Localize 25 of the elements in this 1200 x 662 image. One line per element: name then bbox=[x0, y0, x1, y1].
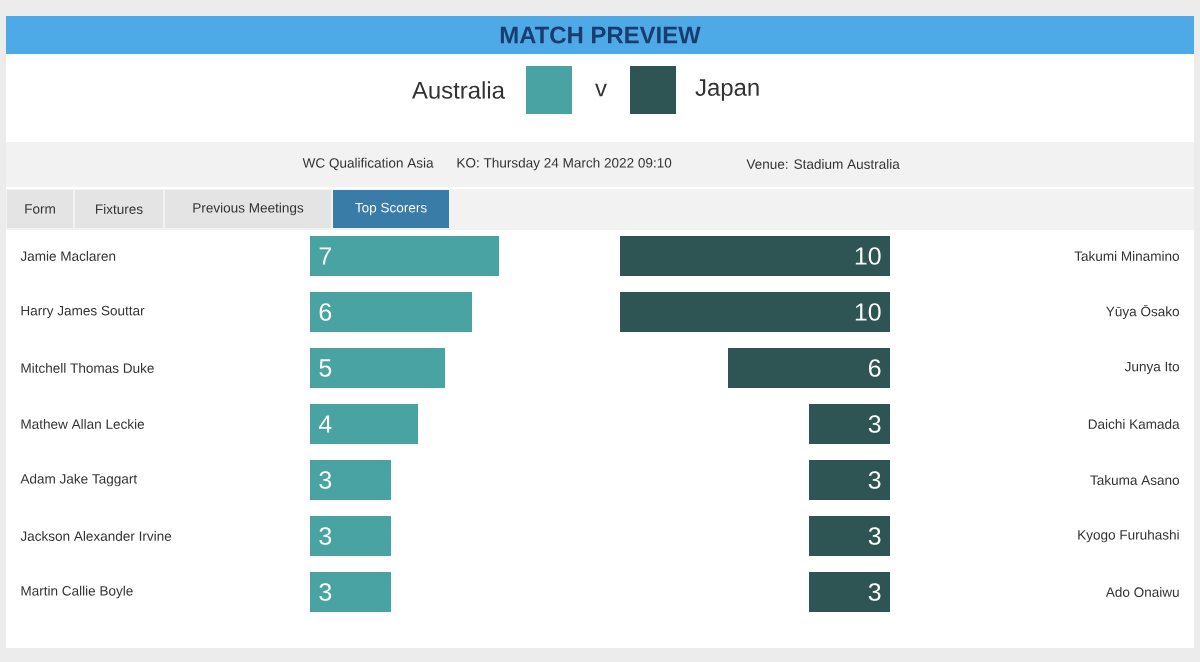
data-label: 3 bbox=[319, 527, 332, 545]
data-label: 7 bbox=[319, 247, 331, 265]
bar bbox=[310, 292, 473, 332]
data-label: 5 bbox=[319, 359, 332, 377]
data-label: 3 bbox=[319, 471, 332, 489]
data-label: 6 bbox=[869, 359, 881, 377]
bar bbox=[310, 515, 392, 556]
bar bbox=[310, 403, 419, 444]
text: MATCH PREVIEW bbox=[500, 26, 701, 44]
data-label: 3 bbox=[319, 583, 332, 601]
data-label: 10 bbox=[855, 247, 881, 265]
data-label: 3 bbox=[868, 415, 881, 433]
data-label: 3 bbox=[868, 583, 881, 601]
data-label: 6 bbox=[319, 303, 332, 321]
data-label: 3 bbox=[868, 471, 881, 489]
bar bbox=[310, 459, 392, 500]
bar bbox=[310, 571, 392, 612]
text: v bbox=[595, 83, 607, 97]
bar bbox=[310, 236, 500, 276]
data-label: 4 bbox=[318, 415, 332, 433]
legend-label: Japan bbox=[695, 79, 759, 101]
bar bbox=[310, 347, 446, 388]
legend-label: Australia bbox=[411, 81, 505, 99]
data-label: 3 bbox=[868, 527, 881, 545]
data-label: 10 bbox=[855, 303, 881, 321]
